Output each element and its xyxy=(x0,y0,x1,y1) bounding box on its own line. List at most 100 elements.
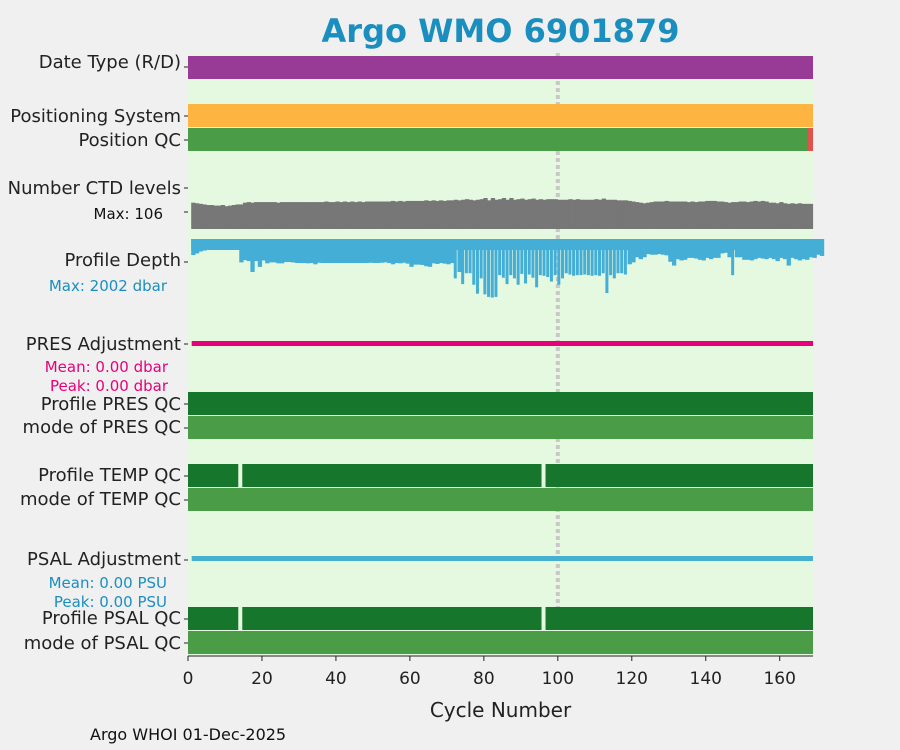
label-mode-pres-qc: mode of PRES QC xyxy=(22,417,181,438)
ctd-level-bar xyxy=(487,200,492,229)
ctd-level-bar xyxy=(716,201,721,229)
ctd-level-bar xyxy=(283,202,288,229)
ctd-level-bar xyxy=(239,204,244,229)
ctd-level-bar xyxy=(294,202,300,229)
profile-depth-bar xyxy=(420,239,425,265)
profile-depth-bar xyxy=(505,239,509,285)
ctd-level-bar xyxy=(801,203,806,229)
ctd-level-bar xyxy=(620,200,625,229)
label-profile-depth: Profile Depth xyxy=(64,250,181,271)
ctd-level-bar xyxy=(527,199,533,229)
ctd-level-bar xyxy=(494,199,499,229)
profile-depth-bar xyxy=(590,239,594,276)
ctd-level-bar xyxy=(331,202,337,229)
ctd-level-bar xyxy=(328,202,333,229)
ctd-level-bar xyxy=(457,200,462,229)
ctd-level-bar xyxy=(627,200,632,229)
ctd-level-bar xyxy=(265,202,270,229)
profile-psal-qc-gap xyxy=(541,607,546,630)
ctd-max-annotation: Max: 106 xyxy=(93,205,163,223)
ctd-level-bar xyxy=(575,199,581,229)
profile-depth-bar xyxy=(609,239,613,276)
label-profile-temp-qc: Profile TEMP QC xyxy=(38,465,181,486)
x-tick-label: 20 xyxy=(251,669,273,689)
ctd-level-bar xyxy=(361,202,366,229)
profile-depth-bar xyxy=(438,239,444,264)
ctd-level-bar xyxy=(509,198,514,229)
ctd-level-bar xyxy=(346,202,351,229)
profile-depth-bar xyxy=(416,239,422,265)
profile-depth-bar xyxy=(283,239,288,263)
profile-depth-bar xyxy=(394,239,399,264)
ctd-level-bar xyxy=(246,202,251,229)
profile-depth-bar xyxy=(268,239,274,263)
profile-depth-bar xyxy=(390,239,396,265)
profile-depth-bar xyxy=(549,239,553,282)
ctd-level-bar xyxy=(612,199,618,229)
ctd-level-bar xyxy=(453,199,459,229)
profile-depth-bar xyxy=(276,239,281,264)
profile-depth-bar xyxy=(431,239,436,264)
ctd-level-bar xyxy=(302,202,307,229)
ctd-level-bar xyxy=(450,200,455,229)
ctd-level-bar xyxy=(276,202,281,229)
ctd-level-bar xyxy=(720,201,725,229)
ctd-level-bar xyxy=(446,200,451,229)
ctd-level-bar xyxy=(549,199,555,229)
profile-depth-bar xyxy=(623,239,627,275)
ctd-level-bar xyxy=(413,200,418,229)
pres-peak-annotation: Peak: 0.00 dbar xyxy=(49,377,168,395)
ctd-level-bar xyxy=(357,201,362,229)
ctd-level-bar xyxy=(401,201,407,229)
ctd-level-bar xyxy=(586,199,592,229)
profile-depth-bar xyxy=(427,239,433,267)
ctd-level-bar xyxy=(438,200,444,229)
profile-depth-bar xyxy=(353,239,359,264)
profile-depth-bar xyxy=(294,239,300,264)
mode-psal-qc-bar xyxy=(188,631,813,654)
ctd-level-bar xyxy=(745,202,751,229)
ctd-level-bar xyxy=(797,203,803,229)
ctd-level-bar xyxy=(609,199,614,229)
profile-depth-bar xyxy=(287,239,292,263)
pres-mean-annotation: Mean: 0.00 dbar xyxy=(44,358,168,376)
x-tick-label: 100 xyxy=(542,669,574,689)
ctd-level-bar xyxy=(254,202,259,229)
profile-depth-bar xyxy=(424,239,429,267)
ctd-level-bar xyxy=(335,201,340,229)
profile-depth-bar xyxy=(302,239,307,264)
ctd-level-bar xyxy=(309,202,314,229)
profile-psal-qc-gap xyxy=(238,607,243,630)
ctd-level-bar xyxy=(708,200,714,229)
ctd-level-bar xyxy=(768,202,773,229)
ctd-level-bar xyxy=(516,199,521,229)
ctd-level-bar xyxy=(538,199,544,229)
profile-psal-qc-bar xyxy=(188,607,813,630)
profile-temp-qc-gap xyxy=(238,464,243,487)
ctd-level-bar xyxy=(279,202,285,229)
ctd-level-bar xyxy=(442,200,447,229)
ctd-level-bar xyxy=(664,200,669,229)
profile-depth-bar xyxy=(265,239,270,264)
ctd-level-bar xyxy=(598,199,603,229)
ctd-level-bar xyxy=(616,200,621,229)
ctd-level-bar xyxy=(435,200,440,229)
profile-depth-bar xyxy=(546,239,550,278)
profile-depth-bar xyxy=(583,239,587,275)
plot-area xyxy=(188,53,813,656)
ctd-level-bar xyxy=(268,202,274,229)
profile-depth-bar xyxy=(291,239,296,263)
profile-depth-bar xyxy=(339,239,344,264)
ctd-level-bar xyxy=(683,201,688,229)
profile-depth-bar xyxy=(475,239,479,294)
ctd-level-bar xyxy=(594,199,599,229)
ctd-level-bar xyxy=(701,201,706,229)
x-tick-label: 140 xyxy=(690,669,722,689)
profile-depth-bar xyxy=(479,239,483,279)
mode-temp-qc-bar xyxy=(188,488,813,511)
profile-depth-bar xyxy=(398,239,403,264)
ctd-level-bar xyxy=(572,199,577,229)
ctd-level-bar xyxy=(623,200,629,229)
profile-depth-bar xyxy=(775,239,780,262)
ctd-level-bar xyxy=(679,201,684,229)
